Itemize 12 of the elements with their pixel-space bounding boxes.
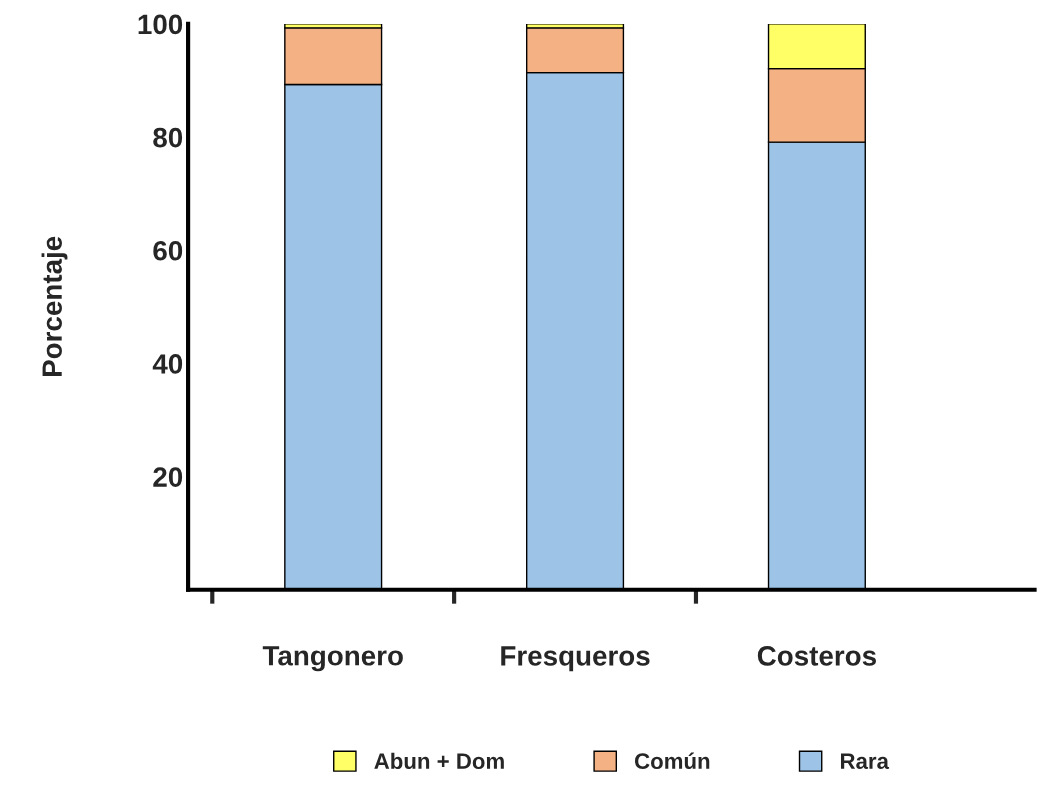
y-axis-title: Porcentaje [41,236,68,376]
y-tick-label: 40 [152,354,183,374]
y-tick-label: 80 [153,127,183,148]
x-tick-label: Fresqueros [501,646,650,672]
y-tick-label: 100 [138,14,183,35]
y-tick-label: 60 [153,240,183,261]
y-tick-label: 20 [153,467,183,487]
x-tick-label: Costeros [757,646,876,666]
legend-label: Rara [841,753,890,770]
legend-label: Común [635,752,710,770]
x-tick-label: Tangonero [262,646,403,672]
legend-label: Abun + Dom [374,752,504,770]
